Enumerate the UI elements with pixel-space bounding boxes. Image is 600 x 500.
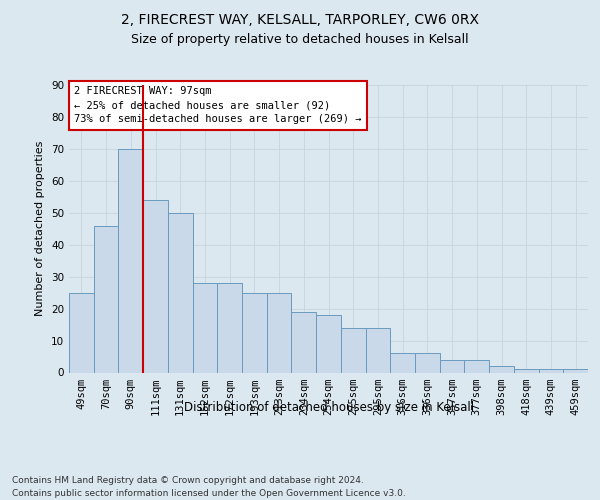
Bar <box>94 226 118 372</box>
Bar <box>341 328 365 372</box>
Bar <box>292 312 316 372</box>
Bar <box>168 213 193 372</box>
Bar <box>118 149 143 372</box>
Bar <box>514 370 539 372</box>
Bar <box>365 328 390 372</box>
Bar <box>267 292 292 372</box>
Bar <box>390 354 415 372</box>
Text: 2, FIRECREST WAY, KELSALL, TARPORLEY, CW6 0RX: 2, FIRECREST WAY, KELSALL, TARPORLEY, CW… <box>121 12 479 26</box>
Bar <box>440 360 464 372</box>
Bar <box>316 315 341 372</box>
Bar <box>217 283 242 372</box>
Bar <box>242 292 267 372</box>
Bar <box>539 370 563 372</box>
Text: Contains HM Land Registry data © Crown copyright and database right 2024.
Contai: Contains HM Land Registry data © Crown c… <box>12 476 406 498</box>
Bar <box>464 360 489 372</box>
Bar <box>193 283 217 372</box>
Text: Size of property relative to detached houses in Kelsall: Size of property relative to detached ho… <box>131 32 469 46</box>
Bar <box>563 370 588 372</box>
Bar <box>143 200 168 372</box>
Bar <box>489 366 514 372</box>
Bar <box>415 354 440 372</box>
Text: Distribution of detached houses by size in Kelsall: Distribution of detached houses by size … <box>184 401 474 414</box>
Bar <box>69 292 94 372</box>
Text: 2 FIRECREST WAY: 97sqm
← 25% of detached houses are smaller (92)
73% of semi-det: 2 FIRECREST WAY: 97sqm ← 25% of detached… <box>74 86 362 124</box>
Y-axis label: Number of detached properties: Number of detached properties <box>35 141 46 316</box>
